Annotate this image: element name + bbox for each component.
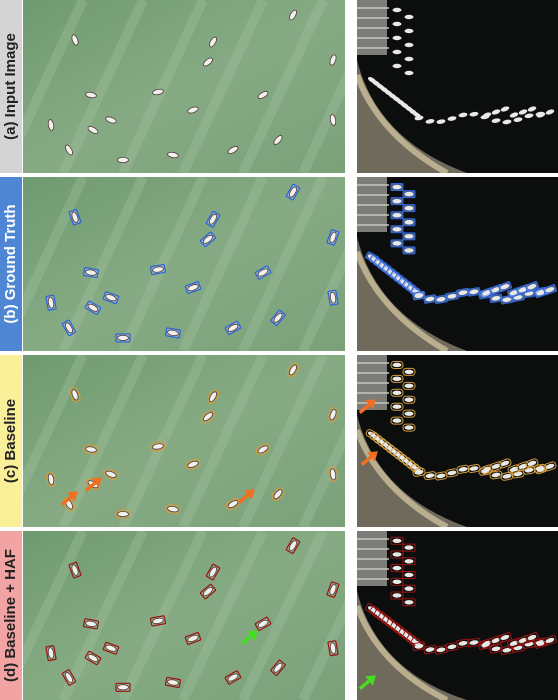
boat-hull bbox=[405, 248, 414, 252]
boat-hull bbox=[393, 539, 402, 543]
boat bbox=[391, 198, 403, 205]
marina-image bbox=[356, 355, 558, 527]
row-label: (b) Ground Truth bbox=[2, 204, 19, 323]
row-label: (d) Baseline + HAF bbox=[2, 549, 19, 682]
boat-hull bbox=[405, 29, 414, 33]
boat-hull bbox=[393, 36, 402, 40]
boat-hull bbox=[393, 593, 402, 597]
boat bbox=[403, 219, 415, 226]
boat-hull bbox=[405, 43, 414, 47]
boat bbox=[116, 334, 130, 342]
boat-hull bbox=[393, 227, 402, 231]
boat-hull bbox=[393, 64, 402, 68]
boat-hull bbox=[393, 404, 402, 408]
harbor-image bbox=[3, 177, 383, 351]
boat-hull bbox=[393, 199, 402, 203]
harbor-image bbox=[3, 0, 383, 173]
boat bbox=[391, 240, 403, 247]
boat bbox=[391, 212, 403, 219]
boat-hull bbox=[118, 157, 129, 162]
boat bbox=[405, 57, 414, 61]
boat bbox=[391, 226, 403, 233]
boat bbox=[393, 50, 402, 54]
boat bbox=[46, 295, 56, 310]
boat-hull bbox=[393, 391, 402, 395]
boat bbox=[118, 157, 129, 162]
boat-hull bbox=[405, 384, 414, 388]
boat bbox=[405, 15, 414, 19]
boat bbox=[83, 267, 98, 277]
boat-hull bbox=[393, 580, 402, 584]
boat bbox=[403, 233, 415, 240]
marina-image bbox=[357, 0, 558, 173]
boat-hull bbox=[393, 241, 402, 245]
boat-hull bbox=[405, 425, 414, 429]
boat-hull bbox=[405, 398, 414, 402]
boat-hull bbox=[405, 71, 414, 75]
boat bbox=[405, 71, 414, 75]
boat-hull bbox=[405, 411, 414, 415]
boat bbox=[403, 247, 415, 254]
boat bbox=[393, 8, 402, 12]
boat-hull bbox=[118, 335, 129, 340]
boat-hull bbox=[405, 220, 414, 224]
harbor-image bbox=[3, 531, 383, 700]
figure: (a) Input Image (b) Ground Truth (c) Basel… bbox=[0, 0, 558, 700]
marina-image bbox=[357, 177, 558, 351]
boat-hull bbox=[393, 50, 402, 54]
boat-hull bbox=[118, 511, 129, 516]
boat bbox=[393, 36, 402, 40]
boat-hull bbox=[393, 8, 402, 12]
boat bbox=[393, 64, 402, 68]
boat bbox=[393, 22, 402, 26]
boat bbox=[405, 29, 414, 33]
boat-hull bbox=[393, 213, 402, 217]
harbor-image bbox=[3, 355, 383, 527]
boat-hull bbox=[405, 600, 414, 604]
boat bbox=[165, 328, 180, 338]
boat-hull bbox=[118, 685, 129, 690]
boat bbox=[328, 290, 338, 305]
boat-hull bbox=[393, 552, 402, 556]
boat bbox=[403, 191, 415, 198]
boat-hull bbox=[405, 15, 414, 19]
boat-hull bbox=[405, 206, 414, 210]
boat-hull bbox=[405, 545, 414, 549]
boat-hull bbox=[405, 234, 414, 238]
boat-hull bbox=[405, 586, 414, 590]
boat-hull bbox=[405, 559, 414, 563]
marina-image bbox=[356, 531, 558, 700]
boat-hull bbox=[393, 22, 402, 26]
boat bbox=[150, 264, 165, 274]
boat bbox=[391, 184, 403, 191]
boat-hull bbox=[393, 377, 402, 381]
row-label: (c) Baseline bbox=[2, 399, 19, 483]
boat-hull bbox=[405, 57, 414, 61]
boat-hull bbox=[405, 370, 414, 374]
row-label: (a) Input Image bbox=[2, 33, 19, 140]
boat-hull bbox=[393, 418, 402, 422]
boat-hull bbox=[393, 566, 402, 570]
boat-hull bbox=[405, 573, 414, 577]
boat-hull bbox=[405, 192, 414, 196]
boat-hull bbox=[393, 363, 402, 367]
boat bbox=[405, 43, 414, 47]
boat bbox=[403, 205, 415, 212]
boat-hull bbox=[393, 185, 402, 189]
